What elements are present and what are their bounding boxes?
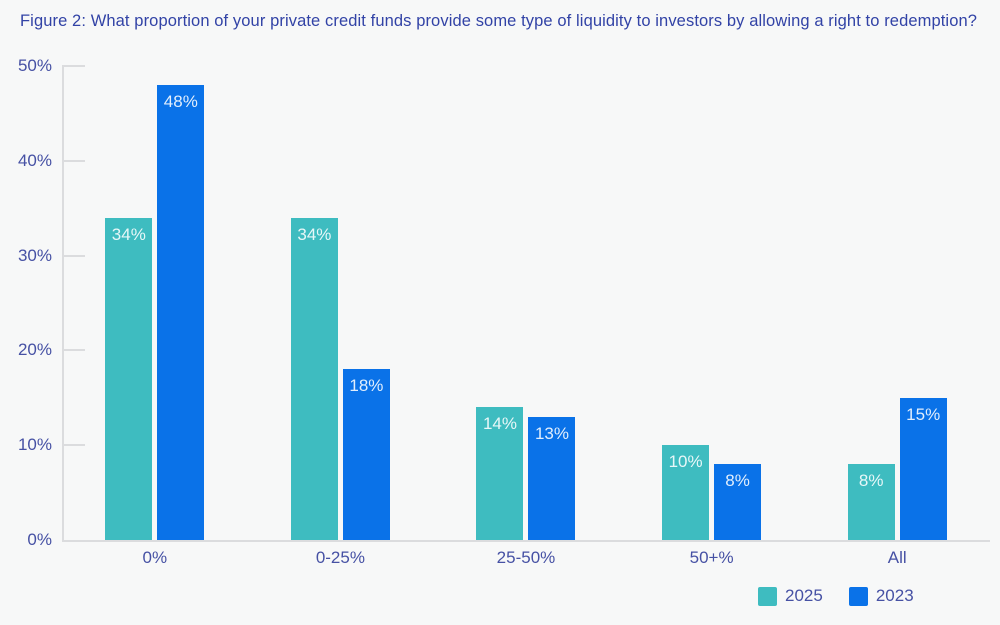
bar-value-label: 34% bbox=[111, 224, 146, 244]
y-axis-tick-mark bbox=[62, 65, 85, 67]
bar-pair: 34% 18% bbox=[290, 217, 390, 540]
y-axis-tick-label: 10% bbox=[17, 435, 52, 455]
x-axis-category-label: 25-50% bbox=[496, 548, 556, 567]
bar-2025: 34% bbox=[105, 217, 153, 540]
bar-value-label: 48% bbox=[163, 91, 198, 111]
bar-value-label: 8% bbox=[858, 471, 884, 491]
x-axis-category-label: All bbox=[887, 548, 907, 567]
bar-pair: 10% 8% bbox=[662, 445, 762, 540]
legend-swatch-2025 bbox=[758, 586, 777, 606]
bar-pair: 14% 13% bbox=[476, 407, 576, 540]
bar-2023: 18% bbox=[342, 369, 390, 540]
y-axis-tick-mark bbox=[62, 349, 85, 352]
bar-pair: 8% 15% bbox=[847, 397, 947, 540]
bar-pair: 34% 48% bbox=[105, 84, 205, 540]
legend: 2025 2023 bbox=[758, 586, 914, 606]
bar-value-label: 10% bbox=[668, 452, 703, 472]
bar-2025: 10% bbox=[662, 445, 710, 540]
bar-value-label: 8% bbox=[725, 471, 750, 491]
bar-group: 34% 48% bbox=[62, 66, 248, 540]
y-axis-tick-label: 40% bbox=[17, 150, 52, 170]
y-axis-tick-mark bbox=[62, 254, 85, 257]
bar-value-label: 18% bbox=[349, 376, 384, 396]
x-axis-line bbox=[62, 540, 990, 542]
bar-group: 14% 13% bbox=[433, 66, 619, 540]
bar-2023: 8% bbox=[714, 464, 762, 540]
legend-label: 2023 bbox=[875, 586, 914, 605]
y-axis-tick-label: 20% bbox=[17, 340, 52, 360]
legend-item-2023: 2023 bbox=[848, 586, 914, 606]
y-axis-tick-mark bbox=[62, 159, 85, 162]
y-axis-tick-label: 0% bbox=[27, 530, 52, 549]
bar-2025: 8% bbox=[847, 464, 895, 540]
bar-2023: 13% bbox=[528, 416, 576, 540]
bar-2023: 15% bbox=[899, 397, 947, 540]
bar-2023: 48% bbox=[157, 84, 205, 540]
x-axis-category-label: 50+% bbox=[689, 548, 734, 567]
bar-value-label: 14% bbox=[482, 414, 517, 434]
figure-title: Figure 2: What proportion of your privat… bbox=[20, 12, 978, 30]
bar-group: 10% 8% bbox=[619, 66, 805, 540]
legend-label: 2025 bbox=[785, 586, 823, 605]
x-axis-category-label: 0-25% bbox=[315, 548, 365, 567]
y-axis-tick-label: 30% bbox=[17, 245, 52, 265]
y-axis-tick-mark bbox=[62, 444, 85, 447]
bar-2025: 14% bbox=[476, 407, 524, 540]
legend-item-2025: 2025 bbox=[758, 586, 823, 606]
y-axis-line bbox=[62, 66, 64, 540]
bar-group: 8% 15% bbox=[804, 66, 990, 540]
legend-swatch-2023 bbox=[848, 586, 868, 606]
plot-area: 0% 10% 20% 30% 40% 50% 34% 48% 34% 18% 14% 13% 10% 8… bbox=[18, 57, 990, 567]
bar-groups: 34% 48% 34% 18% 14% 13% 10% 8% 8% 15% bbox=[62, 66, 990, 540]
y-axis-tick-label: 50% bbox=[17, 56, 52, 75]
bar-value-label: 13% bbox=[534, 423, 569, 443]
bar-value-label: 34% bbox=[297, 224, 332, 244]
bar-group: 34% 18% bbox=[248, 66, 434, 540]
x-axis-category-label: 0% bbox=[142, 548, 168, 567]
bar-2025: 34% bbox=[290, 217, 338, 540]
bar-value-label: 15% bbox=[906, 404, 941, 424]
